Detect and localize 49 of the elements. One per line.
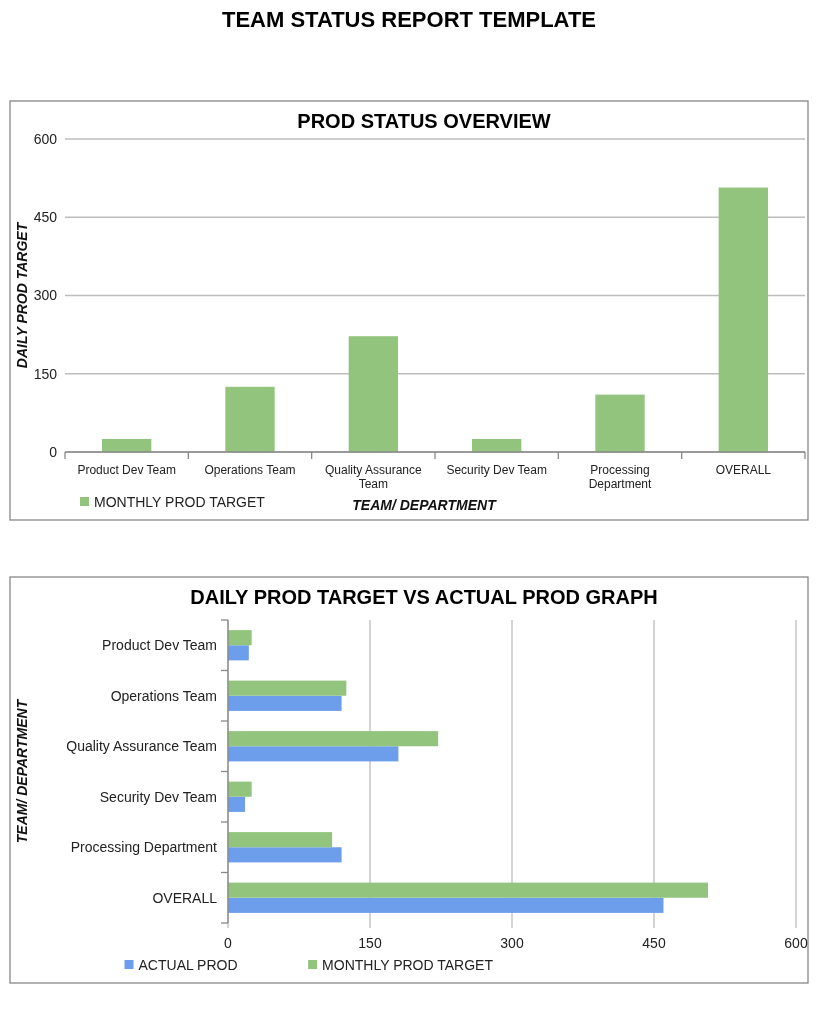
x-tick-label: 300	[500, 935, 524, 951]
bar	[595, 394, 645, 452]
y-tick-label: Product Dev Team	[102, 637, 217, 654]
y-tick-label: 0	[49, 443, 58, 460]
y-tick-label: Processing Department	[70, 839, 218, 856]
bar	[228, 796, 246, 812]
y-tick-label: 150	[33, 365, 58, 382]
bar	[228, 882, 708, 898]
bar	[228, 746, 399, 762]
bar	[472, 438, 522, 452]
x-tick-label: Processing Department	[588, 463, 653, 491]
bar	[225, 386, 275, 452]
y-tick-label: Security Dev Team	[99, 788, 217, 805]
bar	[228, 897, 664, 913]
y-axis-title: DAILY PROD TARGET	[14, 221, 30, 369]
y-tick-label: 600	[33, 130, 58, 147]
x-tick-label: OVERALL	[715, 463, 772, 477]
x-tick-label: 150	[358, 935, 382, 951]
y-tick-label: Quality Assurance Team	[66, 738, 217, 755]
x-axis-title: TEAM/ DEPARTMENT	[352, 497, 498, 513]
x-tick-label: 600	[784, 935, 808, 951]
y-tick-label: 450	[33, 209, 58, 226]
chart-title: DAILY PROD TARGET VS ACTUAL PROD GRAPH	[190, 586, 658, 608]
bar	[228, 781, 252, 797]
y-axis-title: TEAM/ DEPARTMENT	[14, 698, 30, 844]
bar	[348, 336, 398, 452]
bar	[228, 832, 333, 848]
y-tick-label: Operations Team	[110, 687, 217, 704]
x-tick-label: 450	[642, 935, 666, 951]
bar	[228, 645, 249, 661]
bar	[228, 731, 439, 747]
bar	[228, 847, 342, 863]
bar	[228, 695, 342, 711]
x-tick-label: Security Dev Team	[446, 463, 547, 477]
bar	[718, 187, 768, 452]
bar	[102, 438, 152, 452]
x-tick-label: Product Dev Team	[77, 463, 176, 477]
x-tick-label: 0	[224, 935, 233, 951]
text: TEAM STATUS REPORT TEMPLATE	[222, 7, 596, 32]
chart-title: PROD STATUS OVERVIEW	[297, 110, 551, 132]
y-tick-label: 300	[33, 287, 58, 304]
x-tick-label: Quality Assurance Team	[324, 463, 423, 491]
bar	[228, 630, 252, 646]
y-tick-label: OVERALL	[152, 889, 218, 906]
x-tick-label: Operations Team	[204, 463, 296, 477]
bar	[228, 680, 347, 696]
legend-label: ACTUAL PROD	[138, 957, 238, 973]
legend-label: MONTHLY PROD TARGET	[94, 494, 266, 510]
legend-label: MONTHLY PROD TARGET	[322, 957, 494, 973]
